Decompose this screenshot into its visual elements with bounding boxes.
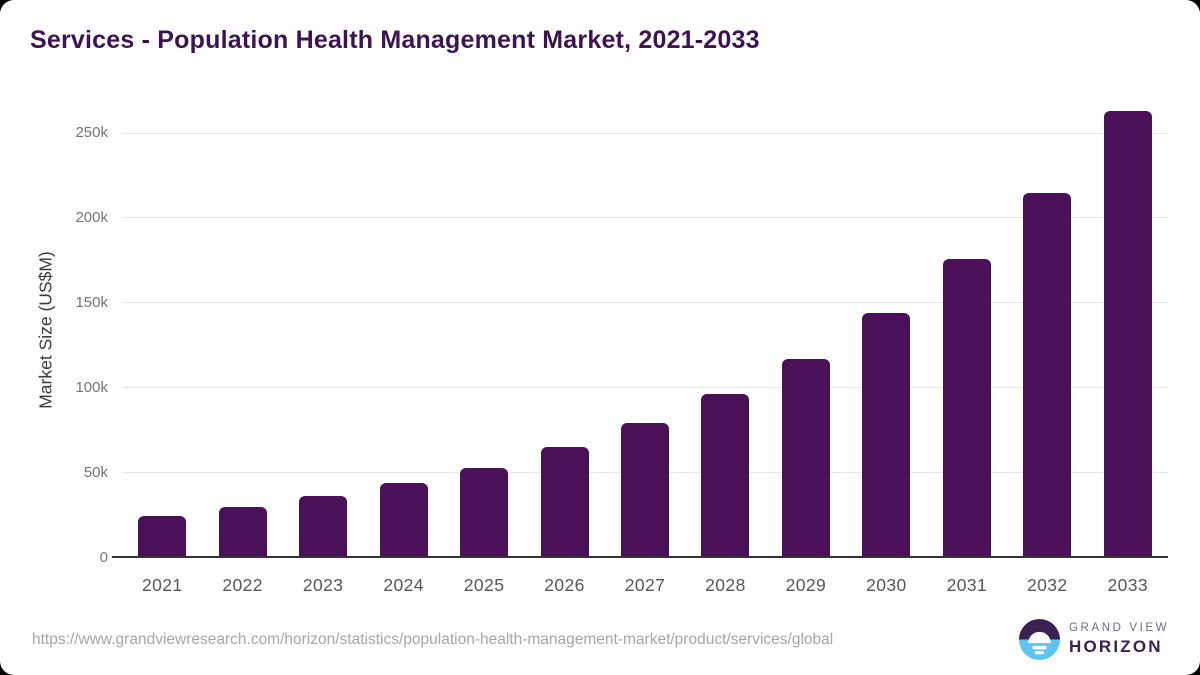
bar-2027[interactable] bbox=[621, 422, 669, 557]
bar-2026[interactable] bbox=[540, 447, 589, 557]
x-tick-label-2030: 2030 bbox=[866, 575, 907, 595]
logo-brand-top: GRAND VIEW bbox=[1069, 622, 1170, 634]
bar-2021[interactable] bbox=[138, 516, 187, 557]
horizon-logo-icon bbox=[1019, 619, 1060, 660]
bar-2029[interactable] bbox=[781, 359, 830, 557]
x-tick-label-2028: 2028 bbox=[705, 575, 746, 595]
bar-2030[interactable] bbox=[862, 313, 911, 557]
x-tick-label-2029: 2029 bbox=[785, 575, 827, 595]
y-tick-label: 0 bbox=[99, 548, 108, 566]
bar-2032[interactable] bbox=[1023, 193, 1072, 557]
x-tick-label-2022: 2022 bbox=[222, 575, 263, 595]
x-axis-line bbox=[112, 555, 1168, 558]
x-tick-label-2032: 2032 bbox=[1027, 575, 1068, 595]
x-tick-label-2031: 2031 bbox=[946, 575, 988, 595]
gridline-250k bbox=[122, 132, 1168, 134]
gridline-150k bbox=[122, 302, 1168, 304]
y-tick-label: 100k bbox=[75, 378, 108, 396]
bar-2022[interactable] bbox=[218, 507, 267, 557]
x-tick-label-2026: 2026 bbox=[544, 575, 585, 595]
y-tick-label: 50k bbox=[83, 463, 108, 481]
x-tick-label-2021: 2021 bbox=[141, 575, 183, 595]
bar-2033[interactable] bbox=[1103, 110, 1152, 557]
x-tick-label-2023: 2023 bbox=[302, 575, 344, 595]
grand-view-horizon-logo: GRAND VIEW HORIZON bbox=[1019, 619, 1169, 660]
bar-2025[interactable] bbox=[460, 467, 509, 557]
bar-2028[interactable] bbox=[701, 394, 750, 557]
x-tick-label-2027: 2027 bbox=[624, 575, 666, 595]
gridline-200k bbox=[122, 217, 1168, 219]
gridline-100k bbox=[122, 387, 1168, 389]
bar-2024[interactable] bbox=[379, 482, 428, 557]
x-tick-label-2025: 2025 bbox=[463, 575, 505, 595]
x-tick-label-2024: 2024 bbox=[383, 575, 424, 595]
y-tick-label: 250k bbox=[75, 124, 108, 141]
y-tick-label: 200k bbox=[75, 208, 108, 226]
bar-2031[interactable] bbox=[942, 259, 991, 557]
logo-brand-bottom: HORIZON bbox=[1069, 637, 1163, 656]
y-tick-label: 150k bbox=[75, 293, 108, 311]
chart-title: Services - Population Health Management … bbox=[30, 26, 760, 54]
source-url: https://www.grandviewresearch.com/horizo… bbox=[32, 631, 834, 648]
x-tick-label-2033: 2033 bbox=[1107, 575, 1149, 595]
logo-wordmark: GRAND VIEW HORIZON bbox=[1069, 622, 1169, 657]
bar-2023[interactable] bbox=[299, 496, 348, 557]
